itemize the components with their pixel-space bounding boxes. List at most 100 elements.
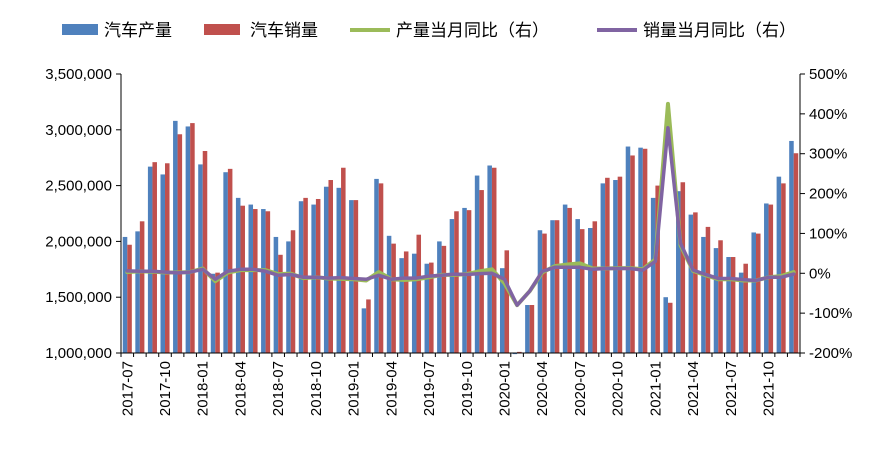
production-bar-2018-08 xyxy=(286,241,291,353)
production-bar-2021-01 xyxy=(650,197,656,353)
sales-bar-2019-01 xyxy=(353,200,359,353)
x-tick-label: 2021-01 xyxy=(647,361,664,416)
production-bar-2021-06 xyxy=(713,248,719,353)
sales-bar-2021-12 xyxy=(793,153,799,353)
x-tick-label: 2017-07 xyxy=(119,361,136,416)
production-bar-2021-05 xyxy=(701,236,706,353)
production-bar-2018-04 xyxy=(235,197,241,353)
x-tick-label: 2018-04 xyxy=(232,361,249,416)
sales-bar-2021-04 xyxy=(693,212,698,353)
y-left-tick-label: 1,500,000 xyxy=(45,289,112,306)
legend-label-sales: 汽车销量 xyxy=(250,21,318,41)
x-tick-label: 2019-04 xyxy=(383,361,400,416)
production-bar-2018-06 xyxy=(261,209,266,353)
production-bar-2021-12 xyxy=(789,140,794,353)
x-tick-label: 2019-10 xyxy=(459,361,476,416)
legend: 汽车产量 汽车销量 产量当月同比（右） 销量当月同比（右） xyxy=(62,21,796,41)
sales-yoy-line xyxy=(125,126,796,307)
sales-bar-2020-11 xyxy=(630,155,635,353)
production-bar-2020-05 xyxy=(550,220,555,353)
x-tick-label: 2018-07 xyxy=(270,361,287,416)
sales-bar-2020-10 xyxy=(617,176,623,353)
production-bar-2021-11 xyxy=(776,176,782,353)
x-tick-label: 2018-01 xyxy=(195,361,212,416)
production-bar-2020-06 xyxy=(562,204,568,353)
x-tick-label: 2019-01 xyxy=(346,361,363,416)
production-bar-2020-02 xyxy=(512,353,518,355)
y-right-tick-label: -200% xyxy=(809,345,852,362)
sales-bar-2021-07 xyxy=(730,257,736,353)
sales-bar-2021-08 xyxy=(743,263,748,353)
production-bar-2019-02 xyxy=(361,308,367,353)
sales-bar-2020-02 xyxy=(517,351,522,353)
production-bar-2021-04 xyxy=(688,214,694,353)
production-bar-2018-01 xyxy=(198,164,203,353)
axes xyxy=(116,73,805,357)
sales-bar-2020-07 xyxy=(579,229,585,353)
sales-bar-2018-01 xyxy=(202,151,208,353)
sales-bar-2021-02 xyxy=(667,302,673,353)
x-tick-label: 2021-10 xyxy=(761,361,778,416)
production-bar-2020-08 xyxy=(588,228,593,353)
x-tick-label: 2020-04 xyxy=(534,361,551,416)
production-bar-2018-07 xyxy=(273,236,279,353)
production-bar-2020-11 xyxy=(625,146,631,353)
sales-bar-2020-09 xyxy=(605,177,610,353)
legend-swatch-sales xyxy=(204,24,240,35)
production-bar-2018-05 xyxy=(248,204,254,353)
x-tick-label: 2020-10 xyxy=(610,361,627,416)
y-left-tick-label: 3,000,000 xyxy=(45,122,112,139)
production-bar-2021-02 xyxy=(663,297,668,353)
production-bar-2017-11 xyxy=(173,120,178,354)
production-bar-2019-05 xyxy=(399,258,404,353)
sales-bar-2017-09 xyxy=(152,162,157,353)
production-bar-2021-08 xyxy=(738,272,744,353)
sales-bar-2017-10 xyxy=(165,163,170,353)
sales-bar-2021-05 xyxy=(705,226,711,353)
production-bar-2019-06 xyxy=(411,253,417,353)
sales-bar-2017-07 xyxy=(127,244,132,353)
sales-bar-2020-05 xyxy=(554,220,560,353)
y-right-tick-label: 300% xyxy=(809,146,847,163)
production-bar-2018-03 xyxy=(223,172,228,353)
sales-bar-2019-09 xyxy=(454,211,459,353)
sales-bar-2021-11 xyxy=(781,183,786,353)
y-left-tick-label: 2,000,000 xyxy=(45,233,112,250)
production-bar-2019-08 xyxy=(437,241,442,353)
legend-swatch-production xyxy=(62,24,98,35)
sales-bar-2018-03 xyxy=(227,168,233,353)
production-bar-2021-09 xyxy=(751,232,756,353)
sales-bar-2019-04 xyxy=(391,243,396,353)
production-bar-2017-07 xyxy=(122,236,128,353)
sales-bar-2018-05 xyxy=(253,209,258,353)
production-bar-2017-08 xyxy=(135,231,140,353)
sales-bar-2017-11 xyxy=(177,134,183,353)
production-bar-2019-09 xyxy=(449,219,455,353)
sales-bar-2018-09 xyxy=(303,197,308,353)
production-bar-2017-09 xyxy=(147,166,153,353)
production-bar-2018-02 xyxy=(210,273,216,353)
production-bar-2019-04 xyxy=(386,235,392,353)
sales-bar-2019-08 xyxy=(441,245,447,353)
production-bar-2017-10 xyxy=(160,174,166,353)
sales-bar-2018-11 xyxy=(328,180,333,353)
x-tick-label: 2019-07 xyxy=(421,361,438,416)
sales-bar-2020-04 xyxy=(542,233,547,353)
production-bar-2021-03 xyxy=(676,191,681,353)
production-bar-2020-07 xyxy=(575,219,580,353)
sales-bar-2019-07 xyxy=(429,262,434,353)
production-bar-2018-12 xyxy=(336,187,342,353)
production-bar-2017-12 xyxy=(185,126,191,353)
x-tick-label: 2021-04 xyxy=(685,361,702,416)
sales-bar-2020-03 xyxy=(529,305,535,353)
sales-bar-2018-08 xyxy=(290,230,296,353)
sales-bar-2019-03 xyxy=(378,183,384,353)
y-right-tick-label: -100% xyxy=(809,305,852,322)
production-bar-2021-07 xyxy=(726,257,731,353)
production-bar-2020-04 xyxy=(537,230,543,353)
production-bar-2020-12 xyxy=(638,147,643,353)
production-bar-2019-12 xyxy=(487,165,492,353)
sales-bar-2019-05 xyxy=(403,251,409,353)
